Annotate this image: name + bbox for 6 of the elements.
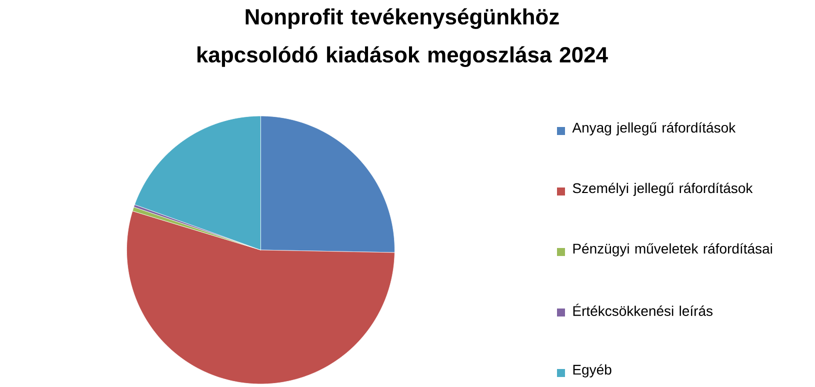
chart-title: Nonprofit tevékenységünkhöz kapcsolódó kiadások megoszlása 2024 (197, 8, 608, 67)
legend-label: Egyéb (573, 364, 612, 378)
legend-label: Értékcsökkenési leírás (573, 304, 713, 316)
legend-label: Személyi jellegű ráfordítások (572, 182, 753, 196)
legend-label: Pénzügyi műveletek ráfordításai (573, 243, 772, 256)
legend-label: Anyag jellegű ráfordítások (572, 122, 736, 136)
